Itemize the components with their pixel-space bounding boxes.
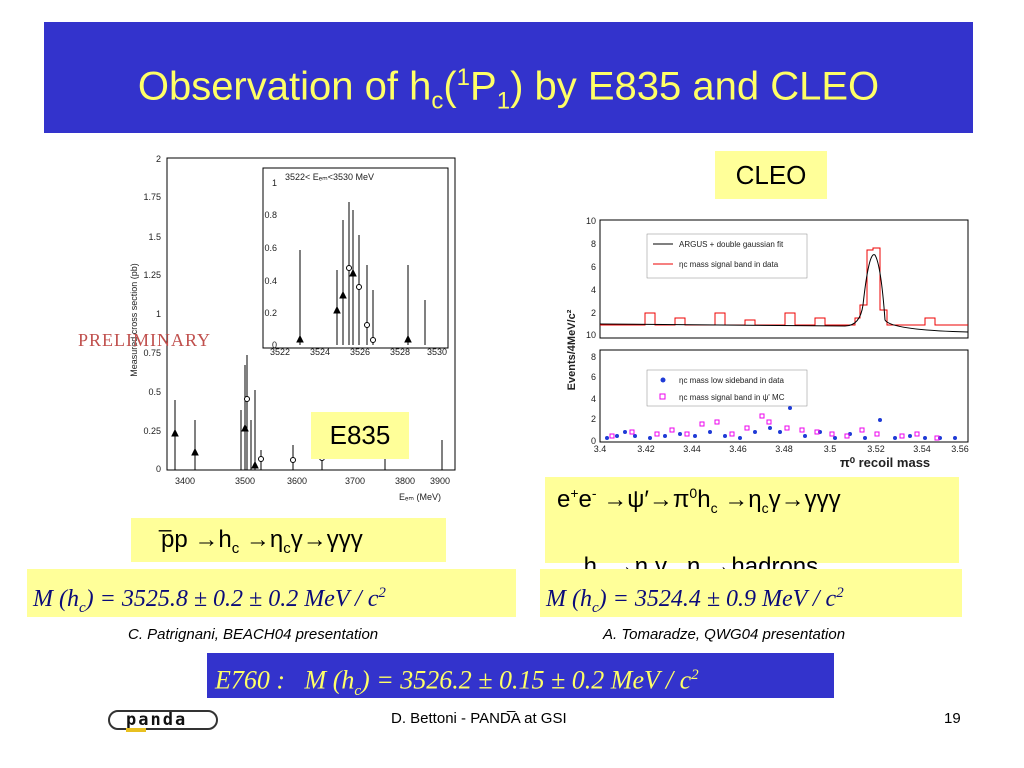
svg-text:8: 8: [591, 352, 596, 362]
top-yticks: 10 8 6 4 2 10: [586, 216, 596, 340]
inset-yticks: 1 0.8 0.6 0.4 0.2 0: [264, 178, 277, 350]
inset-data: [296, 202, 426, 345]
page-number: 19: [944, 710, 961, 727]
magenta-points: [609, 413, 940, 441]
bottom-yticks: 8 6 4 2 0: [591, 352, 596, 446]
svg-text:8: 8: [591, 239, 596, 249]
ytick: 0.75: [143, 348, 161, 358]
svg-text:2: 2: [591, 308, 596, 318]
xtick: 3900: [430, 476, 450, 486]
cleo-reaction-line1: e+e- →ψ′→π0hc →ηcγ→γγγ: [557, 485, 841, 516]
slide-title: Observation of hc(1P1) by E835 and CLEO: [137, 64, 880, 115]
svg-text:0: 0: [272, 340, 277, 350]
xtick: 3400: [175, 476, 195, 486]
ytick: 2: [156, 154, 161, 164]
ytick: 1.5: [148, 232, 161, 242]
svg-text:1: 1: [272, 178, 277, 188]
xtick: 3500: [235, 476, 255, 486]
cleo-mass: M (hc) = 3524.4 ± 0.9 MeV / c2: [540, 569, 962, 617]
svg-text:3.42: 3.42: [637, 444, 655, 454]
cleo-xlabel: π⁰ recoil mass: [840, 455, 930, 470]
svg-text:3522: 3522: [270, 347, 290, 357]
e835-mass: M (hc) = 3525.8 ± 0.2 ± 0.2 MeV / c2: [27, 569, 516, 617]
top-legend: [646, 233, 808, 279]
svg-text:10: 10: [586, 216, 596, 226]
svg-text:6: 6: [591, 372, 596, 382]
ytick: 1.75: [143, 192, 161, 202]
svg-text:6: 6: [591, 262, 596, 272]
svg-text:3524: 3524: [310, 347, 330, 357]
svg-text:3.46: 3.46: [729, 444, 747, 454]
svg-text:3.5: 3.5: [824, 444, 837, 454]
main-xticks: 3400 3500 3600 3700 3800 3900: [175, 476, 450, 486]
fit-curve: [599, 254, 969, 333]
e835-tag: E835: [311, 412, 409, 459]
svg-text:3528: 3528: [390, 347, 410, 357]
ytick: 1: [156, 309, 161, 319]
cleo-ylabel: Events/4MeV/c²: [566, 309, 578, 390]
cleo-reaction: e+e- →ψ′→π0hc →ηcγ→γγγ hc →ηcγ ηc→hadron…: [545, 477, 959, 583]
svg-text:0.8: 0.8: [264, 210, 277, 220]
xtick: 3700: [345, 476, 365, 486]
svg-text:0.6: 0.6: [264, 243, 277, 253]
svg-text:3.54: 3.54: [913, 444, 931, 454]
svg-text:ηc mass signal band in ψ' MC: ηc mass signal band in ψ' MC: [679, 393, 785, 402]
ytick: 0.5: [148, 387, 161, 397]
cleo-tag: CLEO: [715, 151, 827, 199]
e835-xlabel: Eₑₘ (MeV): [399, 492, 441, 502]
title-bar: Observation of hc(1P1) by E835 and CLEO: [44, 22, 973, 133]
xtick: 3600: [287, 476, 307, 486]
svg-text:3.56: 3.56: [951, 444, 969, 454]
red-histogram: [600, 247, 968, 326]
cleo-plot: Events/4MeV/c² 10 8 6 4 2 10 ARGUS + dou…: [566, 216, 969, 470]
svg-text:10: 10: [586, 330, 596, 340]
cleo-xticks: 3.4 3.42 3.44 3.46 3.48 3.5 3.52 3.54 3.…: [594, 444, 969, 454]
svg-text:3526: 3526: [350, 347, 370, 357]
bottom-legend: [646, 369, 808, 407]
e835-ylabel: Measured cross section (pb): [129, 263, 139, 377]
svg-text:4: 4: [591, 394, 596, 404]
svg-text:3.48: 3.48: [775, 444, 793, 454]
svg-text:3.44: 3.44: [683, 444, 701, 454]
main-yticks: 2 1.75 1.5 1.25 1 0.75 0.5 0.25 0: [143, 154, 161, 474]
footer-author: _ D. Bettoni - PANDA at GSI: [391, 696, 567, 727]
panda-logo: panda: [108, 706, 218, 734]
preliminary-label: PRELIMINARY: [78, 330, 212, 350]
svg-text:3.52: 3.52: [867, 444, 885, 454]
svg-text:4: 4: [591, 285, 596, 295]
xtick: 3800: [395, 476, 415, 486]
svg-text:0.4: 0.4: [264, 276, 277, 286]
ytick: 0.25: [143, 426, 161, 436]
ytick: 0: [156, 464, 161, 474]
e760-mass: E760 : M (hc) = 3526.2 ± 0.15 ± 0.2 MeV …: [207, 653, 834, 699]
blue-points: [605, 406, 957, 440]
svg-text:ηc mass signal band in data: ηc mass signal band in data: [679, 260, 779, 269]
e835-caption: C. Patrignani, BEACH04 presentation: [128, 626, 379, 643]
svg-text:0: 0: [591, 436, 596, 446]
inset-xticks: 3522 3524 3526 3528 3530: [270, 347, 447, 357]
svg-text:3.4: 3.4: [594, 444, 607, 454]
e835-reaction: _ pp →hc →ηcγ→γγγ: [131, 507, 446, 562]
cleo-caption: A. Tomaradze, QWG04 presentation: [603, 626, 846, 643]
ytick: 1.25: [143, 270, 161, 280]
inset-frame: [262, 167, 449, 349]
inset-range: 3522< Eₑₘ<3530 MeV: [285, 172, 374, 182]
svg-text:2: 2: [591, 414, 596, 424]
svg-text:ηc mass low sideband in data: ηc mass low sideband in data: [679, 376, 785, 385]
svg-text:3530: 3530: [427, 347, 447, 357]
svg-text:0.2: 0.2: [264, 308, 277, 318]
svg-text:ARGUS + double gaussian fit: ARGUS + double gaussian fit: [679, 240, 784, 249]
